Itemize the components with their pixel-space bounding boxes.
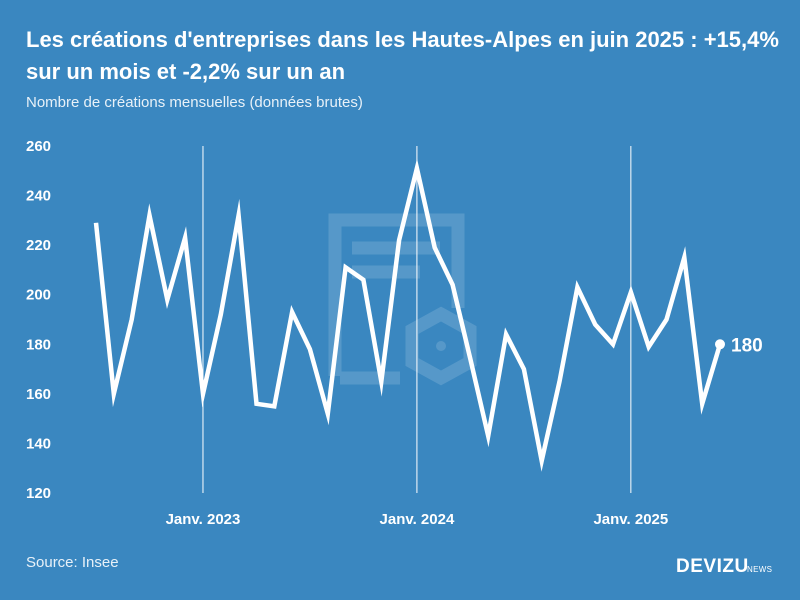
y-axis: 120 140 160 180 200 220 240 260 — [26, 138, 51, 502]
x-tick-label: Janv. 2025 — [593, 511, 668, 528]
y-tick-label: 260 — [26, 138, 51, 155]
y-tick-label: 220 — [26, 237, 51, 254]
watermark-icon — [328, 213, 477, 386]
last-value-label: 180 — [731, 335, 763, 356]
brand-logo: DEVIZU — [676, 556, 749, 577]
y-tick-label: 120 — [26, 485, 51, 502]
source-note: Source: Insee — [26, 554, 119, 571]
y-tick-label: 180 — [26, 336, 51, 353]
last-point-marker — [715, 339, 725, 350]
y-tick-label: 200 — [26, 287, 51, 304]
brand-logo-suffix: NEWS — [747, 565, 773, 574]
x-axis: Janv. 2023 Janv. 2024 Janv. 2025 — [166, 511, 669, 528]
series-line — [93, 158, 723, 472]
chart-title: Les créations d'entreprises dans les Hau… — [26, 27, 779, 84]
grid-lines — [202, 146, 632, 493]
y-tick-label: 160 — [26, 386, 51, 403]
y-tick-label: 140 — [26, 435, 51, 452]
x-tick-label: Janv. 2024 — [380, 511, 455, 528]
x-tick-label: Janv. 2023 — [166, 511, 241, 528]
y-tick-label: 240 — [26, 188, 51, 205]
series: 180 — [93, 158, 763, 472]
chart-subtitle: Nombre de créations mensuelles (données … — [26, 94, 363, 111]
